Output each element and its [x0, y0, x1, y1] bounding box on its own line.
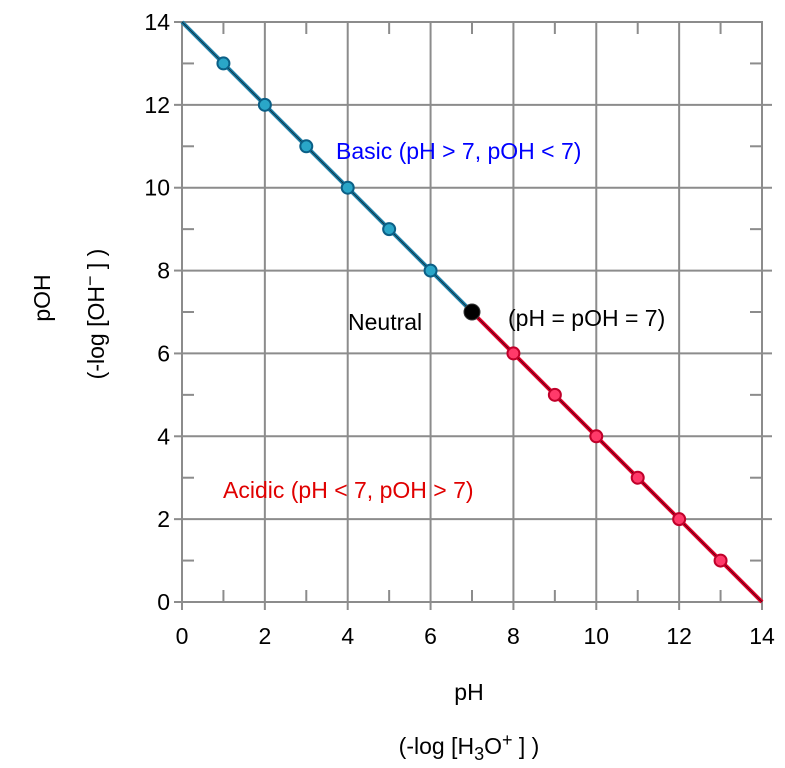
data-point: [589, 429, 604, 444]
y-axis-title: pOH: [29, 274, 55, 321]
y-tick-label: 8: [157, 258, 170, 284]
x-tick-label: 12: [666, 623, 692, 649]
basic-annotation: Basic (pH > 7, pOH < 7): [336, 138, 581, 164]
x-axis-title: pH: [454, 679, 483, 705]
x-tick-label: 2: [258, 623, 271, 649]
series-lines: [180, 20, 764, 604]
data-point: [547, 387, 562, 402]
y-tick-label: 6: [157, 340, 170, 366]
acidic-annotation: Acidic (pH < 7, pOH > 7): [223, 477, 474, 503]
y-axis-subtitle: (-log [OH− ] ): [80, 249, 109, 380]
data-point: [506, 346, 521, 361]
data-point: [672, 512, 687, 527]
grid: [174, 21, 772, 610]
y-tick-label: 4: [157, 423, 170, 449]
x-tick-label: 6: [424, 623, 437, 649]
data-point: [630, 470, 645, 485]
x-tick-label: 4: [341, 623, 354, 649]
axes: [181, 21, 763, 603]
y-tick-label: 10: [144, 175, 170, 201]
x-tick-label: 0: [176, 623, 189, 649]
data-points: [216, 56, 728, 568]
plot-frame: [181, 21, 763, 603]
data-point: [216, 56, 231, 71]
y-tick-label: 14: [144, 9, 170, 35]
x-tick-labels: 0 2 4 6 8 10 12 14: [176, 623, 775, 649]
x-tick-label: 8: [507, 623, 520, 649]
y-tick-label: 0: [157, 589, 170, 615]
y-tick-labels: 0 2 4 6 8 10 12 14: [144, 9, 170, 615]
x-axis-subtitle: (-log [H3O+ ] ): [399, 730, 540, 764]
data-point: [382, 222, 397, 237]
x-tick-label: 14: [749, 623, 775, 649]
data-point: [423, 263, 438, 278]
data-point: [340, 180, 355, 195]
neutral-point: [463, 303, 481, 321]
y-tick-label: 12: [144, 92, 170, 118]
data-point: [299, 139, 314, 154]
y-tick-label: 2: [157, 506, 170, 532]
data-point: [713, 553, 728, 568]
data-point: [257, 97, 272, 112]
neutral-label: Neutral: [348, 309, 422, 335]
series-core-1: [471, 311, 763, 603]
x-tick-label: 10: [583, 623, 609, 649]
series-core-0: [181, 21, 473, 313]
neutral-equation: (pH = pOH = 7): [508, 305, 665, 331]
